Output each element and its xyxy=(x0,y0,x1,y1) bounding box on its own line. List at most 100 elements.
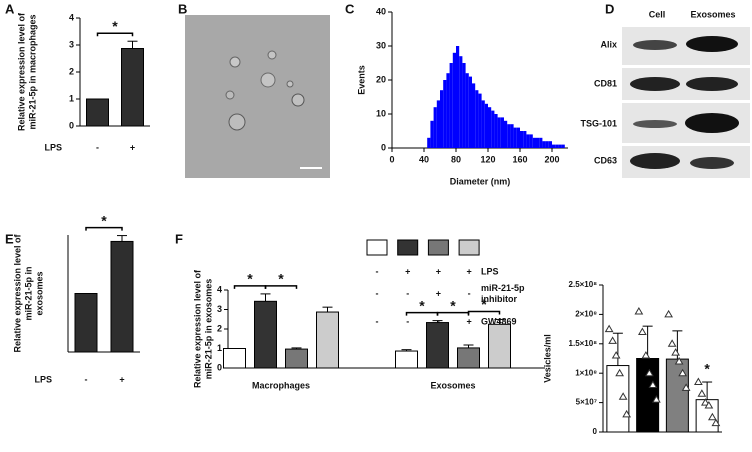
significance-bracket xyxy=(467,310,501,315)
histogram-bar xyxy=(456,46,460,148)
condition-mark: - xyxy=(468,288,471,298)
row-label: TSG-101 xyxy=(580,118,617,128)
y-tick-label: 0 xyxy=(593,427,598,436)
condition-label: LPS xyxy=(481,266,499,276)
x-tick-label: 120 xyxy=(480,154,495,164)
y-tick-label: 2×10⁸ xyxy=(575,310,597,319)
data-point xyxy=(711,418,721,427)
band xyxy=(630,77,680,91)
condition-mark: + xyxy=(436,266,441,276)
significance-label: * xyxy=(419,297,425,313)
condition-label: miR-21-5p xyxy=(481,283,525,293)
histogram-bar xyxy=(510,124,514,148)
y-axis-label: Vesicles/ml xyxy=(542,334,552,383)
bar xyxy=(665,358,689,433)
significance-label: * xyxy=(112,18,118,34)
x-tick-label: + xyxy=(119,374,124,384)
legend-swatch xyxy=(427,239,449,256)
y-axis-label: miR-21-5p in exosomes xyxy=(203,279,213,380)
histogram-bar xyxy=(555,144,559,148)
histogram-bar xyxy=(440,90,444,148)
vesicle xyxy=(229,56,241,68)
significance-label: * xyxy=(481,296,487,312)
legend-swatch xyxy=(397,239,419,256)
data-point xyxy=(615,368,624,377)
histogram-bar xyxy=(475,90,479,148)
column-label: Cell xyxy=(649,9,666,19)
y-tick-label: 0 xyxy=(69,120,74,130)
x-tick-label: 200 xyxy=(544,154,559,164)
histogram-bar xyxy=(462,63,466,148)
y-tick-label: 5×10⁷ xyxy=(576,398,597,407)
x-tick-label: Macrophages xyxy=(252,380,310,390)
histogram-bar xyxy=(520,131,524,148)
x-tick-label: 40 xyxy=(419,154,429,164)
histogram-bar xyxy=(507,124,511,148)
data-point xyxy=(697,389,707,397)
y-tick-label: 1 xyxy=(69,93,74,103)
y-axis-label: exosomes xyxy=(34,271,44,315)
y-tick-label: 2 xyxy=(217,323,222,333)
bar xyxy=(285,348,308,369)
histogram-bar xyxy=(561,144,565,148)
bar xyxy=(636,358,660,433)
data-point xyxy=(618,392,628,400)
data-point xyxy=(671,348,680,356)
histogram-bar xyxy=(545,141,549,148)
x-tick-label: + xyxy=(130,142,135,152)
histogram-bar xyxy=(468,76,472,148)
data-point xyxy=(608,336,617,344)
data-point xyxy=(674,356,684,365)
histogram-bar xyxy=(491,110,495,148)
bar xyxy=(488,323,511,369)
histogram-bar xyxy=(536,137,540,148)
condition-mark: - xyxy=(406,288,409,298)
x-tick-label: - xyxy=(96,142,99,152)
histogram-bar xyxy=(436,100,440,148)
significance-label: * xyxy=(247,271,253,287)
histogram-bar xyxy=(542,141,546,148)
panel-label: A xyxy=(5,1,15,16)
bar xyxy=(110,240,134,353)
histogram-bar xyxy=(552,144,556,148)
histogram-bar xyxy=(459,56,463,149)
tem-image xyxy=(185,15,330,178)
condition-mark: - xyxy=(376,316,379,326)
significance-bracket xyxy=(85,226,123,231)
histogram-bar xyxy=(539,137,543,148)
vesicle xyxy=(286,80,294,88)
bar xyxy=(457,347,480,369)
histogram-bar xyxy=(452,52,456,148)
data-point xyxy=(694,377,703,386)
bar xyxy=(74,293,98,353)
panel-d: D Cell Exosomes Alix CD81 TSG-101 CD63 xyxy=(580,1,750,178)
data-point xyxy=(645,368,654,377)
data-point xyxy=(641,351,651,359)
y-tick-label: 3 xyxy=(69,39,74,49)
band xyxy=(630,153,680,169)
y-tick-label: 0 xyxy=(217,362,222,372)
panel-label: B xyxy=(178,1,187,16)
x-tick-label: Exosomes xyxy=(430,380,475,390)
histogram-bar xyxy=(481,100,485,148)
y-tick-label: 4 xyxy=(217,284,222,294)
y-axis-label: Relative expression level of xyxy=(192,269,202,388)
data-point xyxy=(604,324,614,333)
data-point xyxy=(664,309,673,318)
bar xyxy=(121,48,144,127)
x-tick-label: - xyxy=(85,374,88,384)
condition-mark: - xyxy=(376,266,379,276)
band xyxy=(633,40,677,50)
y-axis-label: miR-21-5p in macrophages xyxy=(27,14,37,129)
data-point xyxy=(701,398,710,406)
histogram-bar xyxy=(472,83,476,148)
y-tick-label: 2 xyxy=(69,66,74,76)
y-tick-label: 1.5×10⁸ xyxy=(569,339,598,348)
y-tick-label: 4 xyxy=(69,12,74,22)
data-point xyxy=(708,412,717,421)
vesicle xyxy=(260,72,276,88)
histogram-bar xyxy=(478,93,482,148)
data-point xyxy=(704,401,714,409)
band xyxy=(633,120,677,128)
